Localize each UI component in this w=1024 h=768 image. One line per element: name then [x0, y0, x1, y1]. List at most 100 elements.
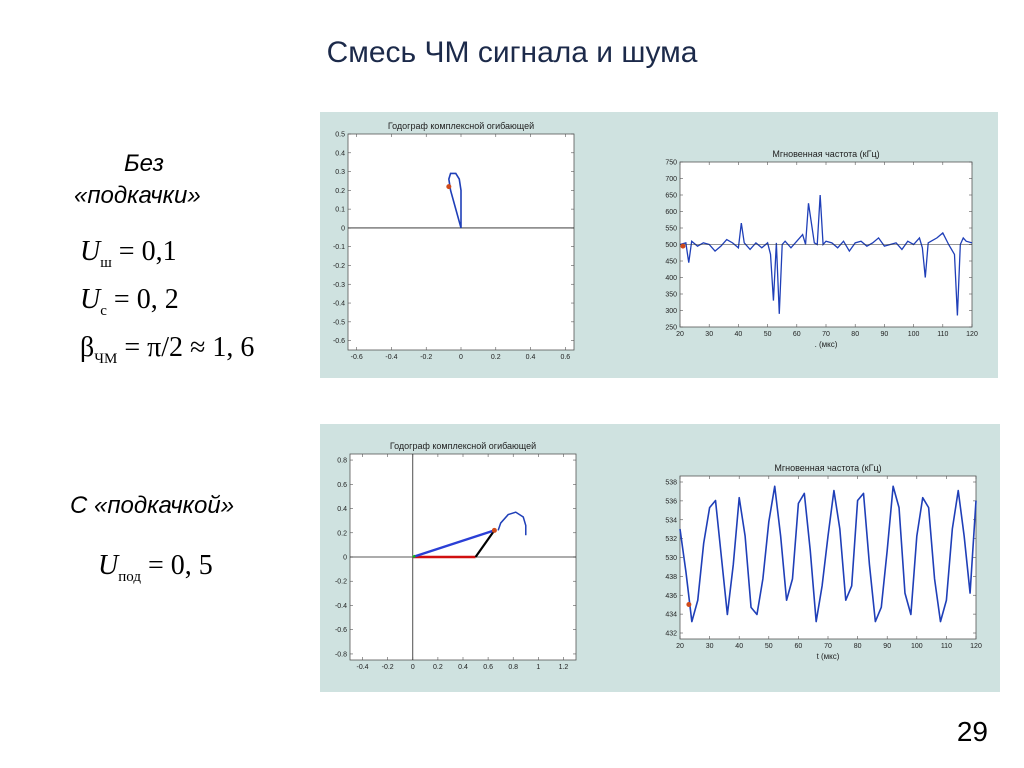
- page-number: 29: [956, 716, 988, 747]
- y-tick-label: 0.2: [337, 530, 347, 537]
- hodograph-chart-with-pumping: Годограф комплексной огибающей 0.8 0.6 0.4 0…: [335, 441, 577, 671]
- signal-vector: [474, 529, 496, 558]
- x-tick-label: 120: [966, 331, 978, 338]
- charts-with-pumping: Годограф комплексной огибающей 0.8 0.6 0.4 0…: [335, 441, 982, 671]
- y-tick-label: 600: [665, 209, 677, 216]
- chart-title: Мгновенная частота (кГц): [772, 149, 879, 159]
- noise-vector: [412, 554, 416, 559]
- formula-pump-amplitude: Uпод = 0, 5: [98, 550, 213, 586]
- formula-rhs: = 0, 5: [147, 550, 213, 581]
- x-tick-label: 60: [793, 331, 801, 338]
- x-axis-label: . (мкс): [815, 340, 838, 349]
- y-tick-label: 432: [665, 631, 677, 638]
- y-tick-label: -0.1: [333, 244, 345, 251]
- x-tick-label: 60: [795, 643, 803, 650]
- figure-panel-with-pumping: Годограф комплексной огибающей 0.8 0.6 0.4 0…: [320, 424, 1000, 692]
- chart-title: Годограф комплексной огибающей: [388, 121, 534, 131]
- x-tick-label: 100: [911, 643, 923, 650]
- x-tick-label: -0.4: [357, 664, 369, 671]
- x-tick-label: 0.6: [560, 354, 570, 361]
- y-tick-label: -0.4: [335, 603, 347, 610]
- y-tick-label: 450: [665, 259, 677, 266]
- plot-area: [679, 475, 977, 640]
- x-tick-label: 50: [764, 331, 772, 338]
- x-tick-label: 40: [735, 331, 743, 338]
- y-tick-label: -0.6: [333, 338, 345, 345]
- y-tick-label: 0.1: [335, 207, 345, 214]
- frequency-trace: [679, 485, 977, 623]
- x-tick-label: 0: [459, 354, 463, 361]
- formula-rhs: = 0, 2: [113, 284, 179, 315]
- y-tick-label: -0.6: [335, 627, 347, 634]
- x-tick-label: 80: [851, 331, 859, 338]
- charts-without-pumping: Годограф комплексной огибающей 0.5 0.4 0.3 0…: [333, 121, 978, 361]
- x-tick-label: -0.4: [385, 354, 397, 361]
- x-tick-label: 0.4: [458, 664, 468, 671]
- y-tick-label: 530: [665, 555, 677, 562]
- x-tick-label: 40: [735, 643, 743, 650]
- y-tick-label: 0: [343, 555, 347, 562]
- x-tick-label: 30: [706, 643, 714, 650]
- y-tick-label: 532: [665, 536, 677, 543]
- slide-title: Смесь ЧМ сигнала и шума: [326, 36, 698, 69]
- x-tick-label: 90: [881, 331, 889, 338]
- x-tick-label: 110: [937, 331, 948, 338]
- current-point-marker: [686, 602, 692, 608]
- x-tick-label: -0.2: [382, 664, 394, 671]
- y-tick-label: 0.4: [337, 506, 347, 513]
- x-tick-label: 50: [765, 643, 773, 650]
- x-tick-label: 0.8: [508, 664, 518, 671]
- y-tick-label: 436: [665, 593, 677, 600]
- formula-symbol: U: [80, 236, 101, 267]
- x-tick-label: 70: [824, 643, 832, 650]
- chart-title: Годограф комплексной огибающей: [390, 441, 536, 451]
- y-tick-label: -0.4: [333, 301, 345, 308]
- y-tick-label: 650: [665, 193, 677, 200]
- y-tick-label: -0.5: [333, 319, 345, 326]
- y-tick-label: 0.3: [335, 169, 345, 176]
- x-tick-label: 0.2: [433, 664, 443, 671]
- y-tick-label: -0.2: [333, 263, 345, 270]
- y-tick-label: 700: [665, 176, 677, 183]
- label-without-pumping-line1: Без: [124, 150, 164, 177]
- x-axis-label: t (мкс): [817, 652, 840, 661]
- y-tick-label: 550: [665, 226, 677, 233]
- y-tick-label: 0: [341, 225, 345, 232]
- x-tick-label: -0.2: [420, 354, 432, 361]
- x-tick-label: 0.2: [491, 354, 501, 361]
- formula-rhs: = π/2 ≈ 1, 6: [124, 332, 255, 363]
- y-tick-label: -0.3: [333, 282, 345, 289]
- y-tick-label: 538: [665, 480, 677, 487]
- y-tick-label: 0.6: [337, 482, 347, 489]
- y-tick-label: 750: [665, 160, 677, 167]
- formula-symbol: β: [80, 332, 95, 363]
- formula-noise-amplitude: Uш = 0,1: [80, 236, 177, 272]
- formula-modulation-index: βЧМ = π/2 ≈ 1, 6: [80, 332, 254, 368]
- frequency-chart-without-pumping: Мгновенная частота (кГц) 750 700 650 600 550 5…: [665, 149, 978, 349]
- x-tick-label: 1: [536, 664, 540, 671]
- formula-symbol: U: [98, 550, 119, 581]
- x-tick-label: 110: [941, 643, 952, 650]
- formula-subscript: под: [118, 569, 141, 585]
- x-tick-label: 80: [854, 643, 862, 650]
- y-tick-label: 0.8: [337, 458, 347, 465]
- y-tick-label: 0.5: [335, 132, 345, 139]
- x-tick-label: 0.6: [483, 664, 493, 671]
- frequency-chart-with-pumping: Мгновенная частота (кГц) 538 536 534 532 530 4…: [665, 463, 982, 661]
- plot-area: [347, 133, 575, 351]
- x-tick-label: 100: [908, 331, 920, 338]
- x-tick-label: 0.4: [526, 354, 536, 361]
- y-tick-label: 250: [665, 325, 677, 332]
- y-tick-label: 536: [665, 498, 677, 505]
- y-tick-label: 438: [665, 574, 677, 581]
- y-tick-label: 300: [665, 308, 677, 315]
- x-tick-label: 1.2: [559, 664, 569, 671]
- current-point-marker: [491, 527, 497, 533]
- hodograph-chart-without-pumping: Годограф комплексной огибающей 0.5 0.4 0.3 0…: [333, 121, 575, 361]
- y-tick-label: -0.8: [335, 651, 347, 658]
- x-tick-label: 30: [705, 331, 713, 338]
- x-tick-label: 120: [970, 643, 982, 650]
- formula-subscript: с: [100, 303, 107, 319]
- formula-subscript: ЧМ: [94, 351, 118, 367]
- hodograph-trace: [448, 172, 462, 229]
